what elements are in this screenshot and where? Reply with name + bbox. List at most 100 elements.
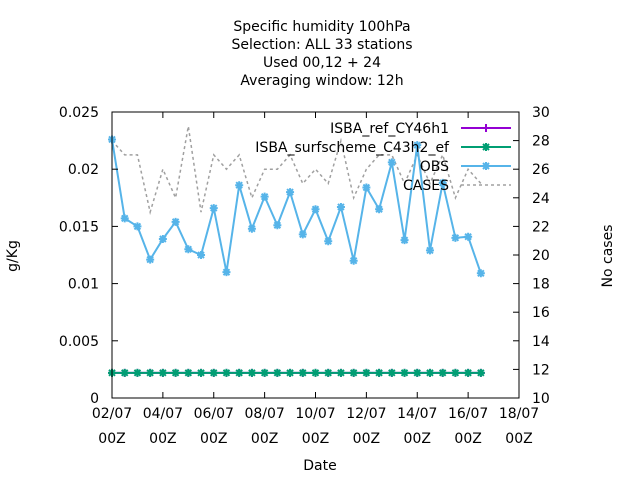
point bbox=[413, 141, 422, 150]
y-tick-label: 0.015 bbox=[59, 219, 99, 235]
point bbox=[349, 368, 358, 377]
point bbox=[197, 368, 206, 377]
point bbox=[133, 222, 142, 231]
y2-tick-label: 12 bbox=[532, 362, 550, 378]
x-tick-label-hour: 00Z bbox=[251, 431, 278, 447]
y-tick-label: 0.025 bbox=[59, 105, 99, 121]
point bbox=[209, 368, 218, 377]
point bbox=[146, 368, 155, 377]
point bbox=[286, 368, 295, 377]
point bbox=[222, 368, 231, 377]
series-obs bbox=[108, 135, 485, 278]
point bbox=[438, 178, 447, 187]
y-tick-label: 0.01 bbox=[68, 277, 99, 293]
point bbox=[260, 368, 269, 377]
point bbox=[298, 368, 307, 377]
y2-tick-label: 24 bbox=[532, 191, 550, 207]
point bbox=[260, 192, 269, 201]
point bbox=[247, 368, 256, 377]
point bbox=[464, 368, 473, 377]
x-tick-label: 16/07 bbox=[448, 406, 488, 422]
y2-tick-label: 30 bbox=[532, 105, 550, 121]
title-line: Averaging window: 12h bbox=[240, 73, 403, 89]
point bbox=[482, 124, 490, 132]
point bbox=[184, 245, 193, 254]
y2-axis-label: No cases bbox=[600, 225, 616, 288]
point bbox=[286, 188, 295, 197]
title-line: Used 00,12 + 24 bbox=[263, 55, 381, 71]
x-tick-label: 18/07 bbox=[499, 406, 539, 422]
title-line: Selection: ALL 33 stations bbox=[231, 37, 412, 53]
point bbox=[362, 368, 371, 377]
series-isba-surfscheme-c43h2-ef bbox=[108, 368, 485, 377]
point bbox=[197, 251, 206, 259]
x-tick-label: 12/07 bbox=[346, 406, 386, 422]
y2-tick-label: 14 bbox=[532, 334, 550, 350]
point bbox=[451, 368, 460, 377]
point bbox=[387, 368, 396, 377]
y-axis-label: g/Kg bbox=[5, 240, 21, 272]
point bbox=[387, 158, 396, 167]
point bbox=[336, 202, 345, 211]
y2-tick-label: 20 bbox=[532, 248, 550, 264]
point bbox=[311, 368, 320, 377]
point bbox=[120, 368, 129, 377]
x-tick-label-hour: 00Z bbox=[454, 431, 481, 447]
point bbox=[235, 368, 244, 377]
y2-tick-label: 22 bbox=[532, 219, 550, 235]
y2-tick-label: 10 bbox=[532, 391, 550, 407]
x-tick-label-hour: 00Z bbox=[353, 431, 380, 447]
x-tick-label: 04/07 bbox=[143, 406, 183, 422]
point bbox=[438, 368, 447, 377]
legend-label: OBS bbox=[420, 159, 449, 175]
point bbox=[451, 233, 460, 242]
point bbox=[133, 368, 142, 377]
point bbox=[476, 368, 485, 377]
x-tick-label: 02/07 bbox=[92, 406, 132, 422]
point bbox=[171, 217, 180, 226]
x-axis-label: Date bbox=[303, 458, 336, 474]
point bbox=[146, 255, 155, 264]
legend-label: CASES bbox=[403, 178, 449, 194]
legend-label: ISBA_ref_CY46h1 bbox=[330, 121, 449, 137]
point bbox=[311, 205, 320, 214]
point bbox=[235, 181, 244, 190]
point bbox=[464, 232, 473, 241]
axes: 0 0.005 0.01 0.015 0.02 0.025 10 12 14 16 18 20 22 24… bbox=[59, 105, 550, 447]
point bbox=[336, 368, 345, 377]
x-tick-label: 14/07 bbox=[397, 406, 437, 422]
point bbox=[482, 162, 490, 170]
point bbox=[425, 246, 434, 255]
point bbox=[375, 205, 384, 214]
point bbox=[184, 368, 193, 377]
point bbox=[476, 269, 485, 278]
y-tick-label: 0 bbox=[90, 391, 99, 407]
x-tick-label: 10/07 bbox=[295, 406, 335, 422]
point bbox=[362, 183, 371, 192]
point bbox=[171, 368, 180, 377]
y-tick-label: 0.02 bbox=[68, 162, 99, 178]
point bbox=[120, 214, 129, 223]
point bbox=[298, 230, 307, 239]
point bbox=[349, 256, 358, 265]
x-tick-label-hour: 00Z bbox=[302, 431, 329, 447]
y2-tick-label: 28 bbox=[532, 134, 550, 150]
point bbox=[222, 268, 231, 277]
y2-tick-label: 18 bbox=[532, 277, 550, 293]
x-tick-label-hour: 00Z bbox=[98, 431, 125, 447]
y2-tick-label: 26 bbox=[532, 162, 550, 178]
point bbox=[400, 236, 409, 245]
x-tick-label: 06/07 bbox=[194, 406, 234, 422]
x-tick-label-hour: 00Z bbox=[149, 431, 176, 447]
plot-area bbox=[108, 126, 485, 377]
y-tick-label: 0.005 bbox=[59, 334, 99, 350]
point bbox=[324, 237, 333, 246]
point bbox=[273, 368, 282, 377]
point bbox=[482, 143, 490, 151]
point bbox=[400, 368, 409, 377]
point bbox=[273, 221, 282, 230]
point bbox=[375, 368, 384, 377]
title-line: Specific humidity 100hPa bbox=[233, 19, 410, 35]
point bbox=[158, 368, 167, 377]
